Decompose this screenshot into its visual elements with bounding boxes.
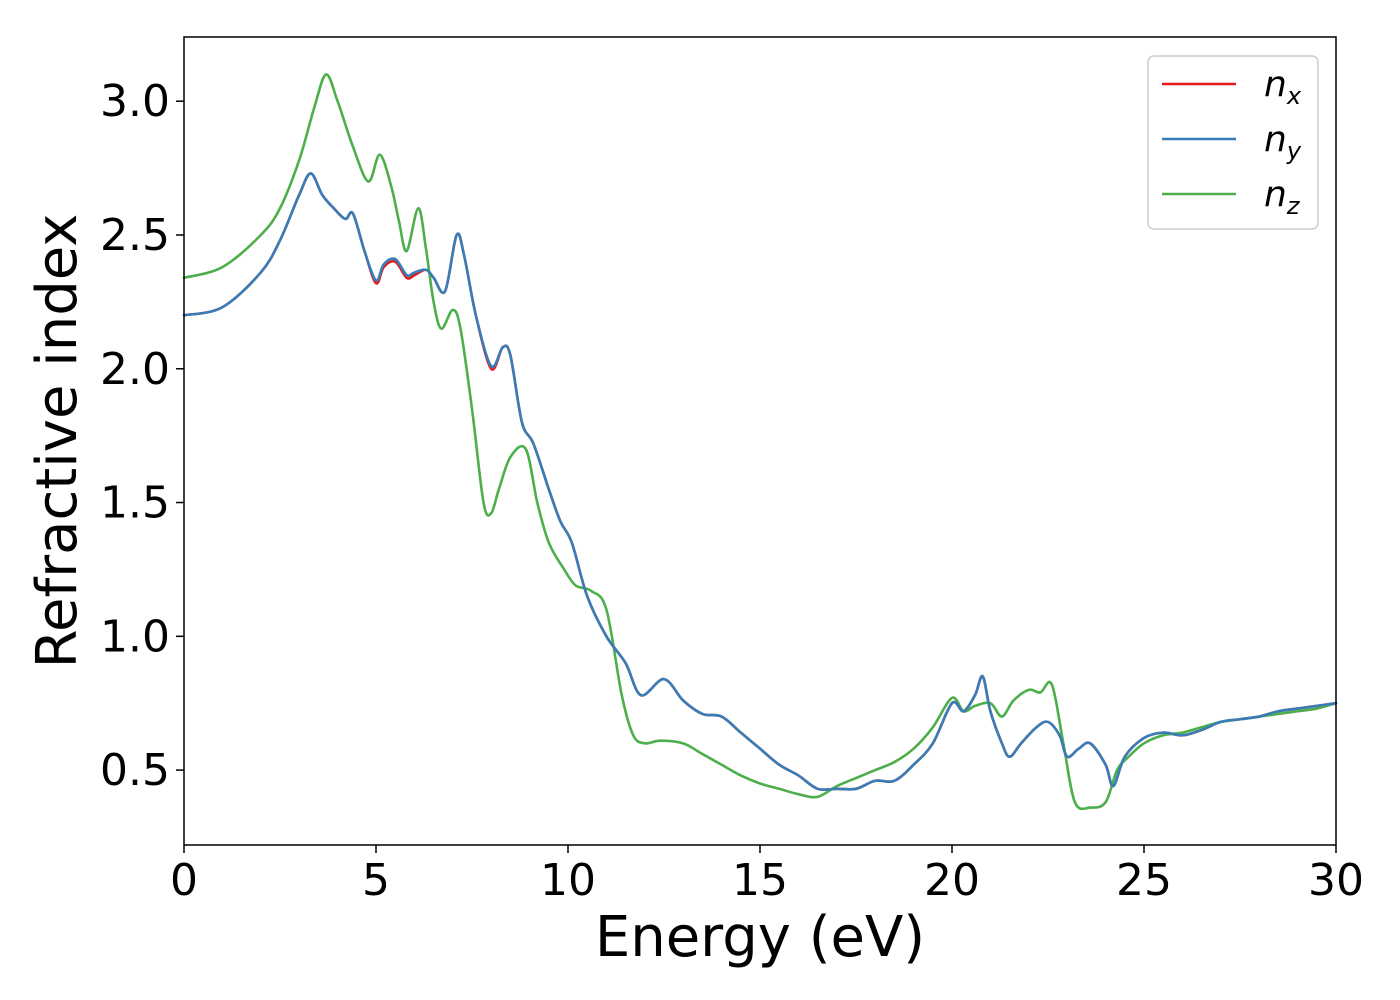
x-axis-ticks: 0 5 10 15 20 25 30 <box>170 845 1364 906</box>
legend-label-y: ny <box>1264 119 1302 165</box>
x-tick-label: 10 <box>540 855 596 906</box>
y-tick-label: 2.5 <box>100 210 170 261</box>
legend-box <box>1147 55 1319 230</box>
y-tick-label: 1.5 <box>100 478 170 529</box>
x-tick-label: 20 <box>924 855 980 906</box>
y-axis-ticks: 0.5 1.0 1.5 2.0 2.5 3.0 <box>100 76 184 796</box>
legend-label-x: nx <box>1264 64 1302 110</box>
legend-entries: nx ny nz <box>1162 64 1302 220</box>
y-tick-label: 2.0 <box>100 344 170 395</box>
x-tick-label: 30 <box>1308 855 1364 906</box>
y-tick-label: 0.5 <box>100 745 170 796</box>
legend-label-z: nz <box>1264 174 1301 220</box>
series-line-n-y <box>182 172 1338 792</box>
x-tick-label: 25 <box>1116 855 1172 906</box>
x-axis-title: Energy (eV) <box>595 905 925 970</box>
x-tick-label: 5 <box>362 855 390 906</box>
x-tick-label: 15 <box>732 855 788 906</box>
series-layer <box>182 73 1338 811</box>
y-tick-label: 1.0 <box>100 611 170 662</box>
series-line-n-z <box>182 73 1338 811</box>
legend: nx ny nz <box>1147 55 1319 230</box>
y-tick-label: 3.0 <box>100 76 170 127</box>
y-axis-title: Refractive index <box>25 214 90 669</box>
x-tick-label: 0 <box>170 855 198 906</box>
